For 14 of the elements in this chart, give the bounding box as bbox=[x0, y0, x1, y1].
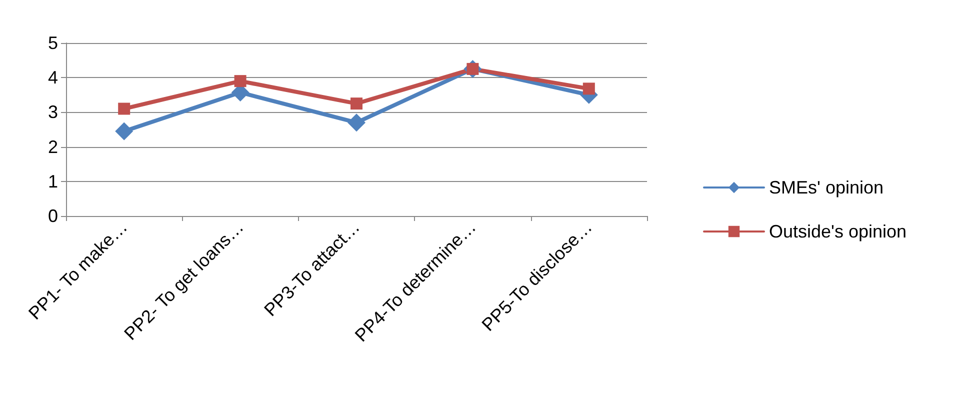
legend-label: Outside's opinion bbox=[769, 222, 907, 242]
point bbox=[350, 98, 362, 110]
y-tick-label: 2 bbox=[48, 136, 58, 157]
point bbox=[118, 102, 130, 115]
point bbox=[115, 122, 134, 140]
legend-label: SMEs' opinion bbox=[769, 178, 884, 198]
point bbox=[582, 82, 595, 95]
y-tick-label: 5 bbox=[48, 33, 58, 53]
y-tick-label: 1 bbox=[48, 171, 58, 192]
y-tick-label: 0 bbox=[48, 206, 58, 226]
point bbox=[234, 75, 246, 88]
y-tick-label: 4 bbox=[48, 68, 58, 88]
y-tick-label: 3 bbox=[48, 102, 58, 122]
point bbox=[348, 114, 366, 132]
